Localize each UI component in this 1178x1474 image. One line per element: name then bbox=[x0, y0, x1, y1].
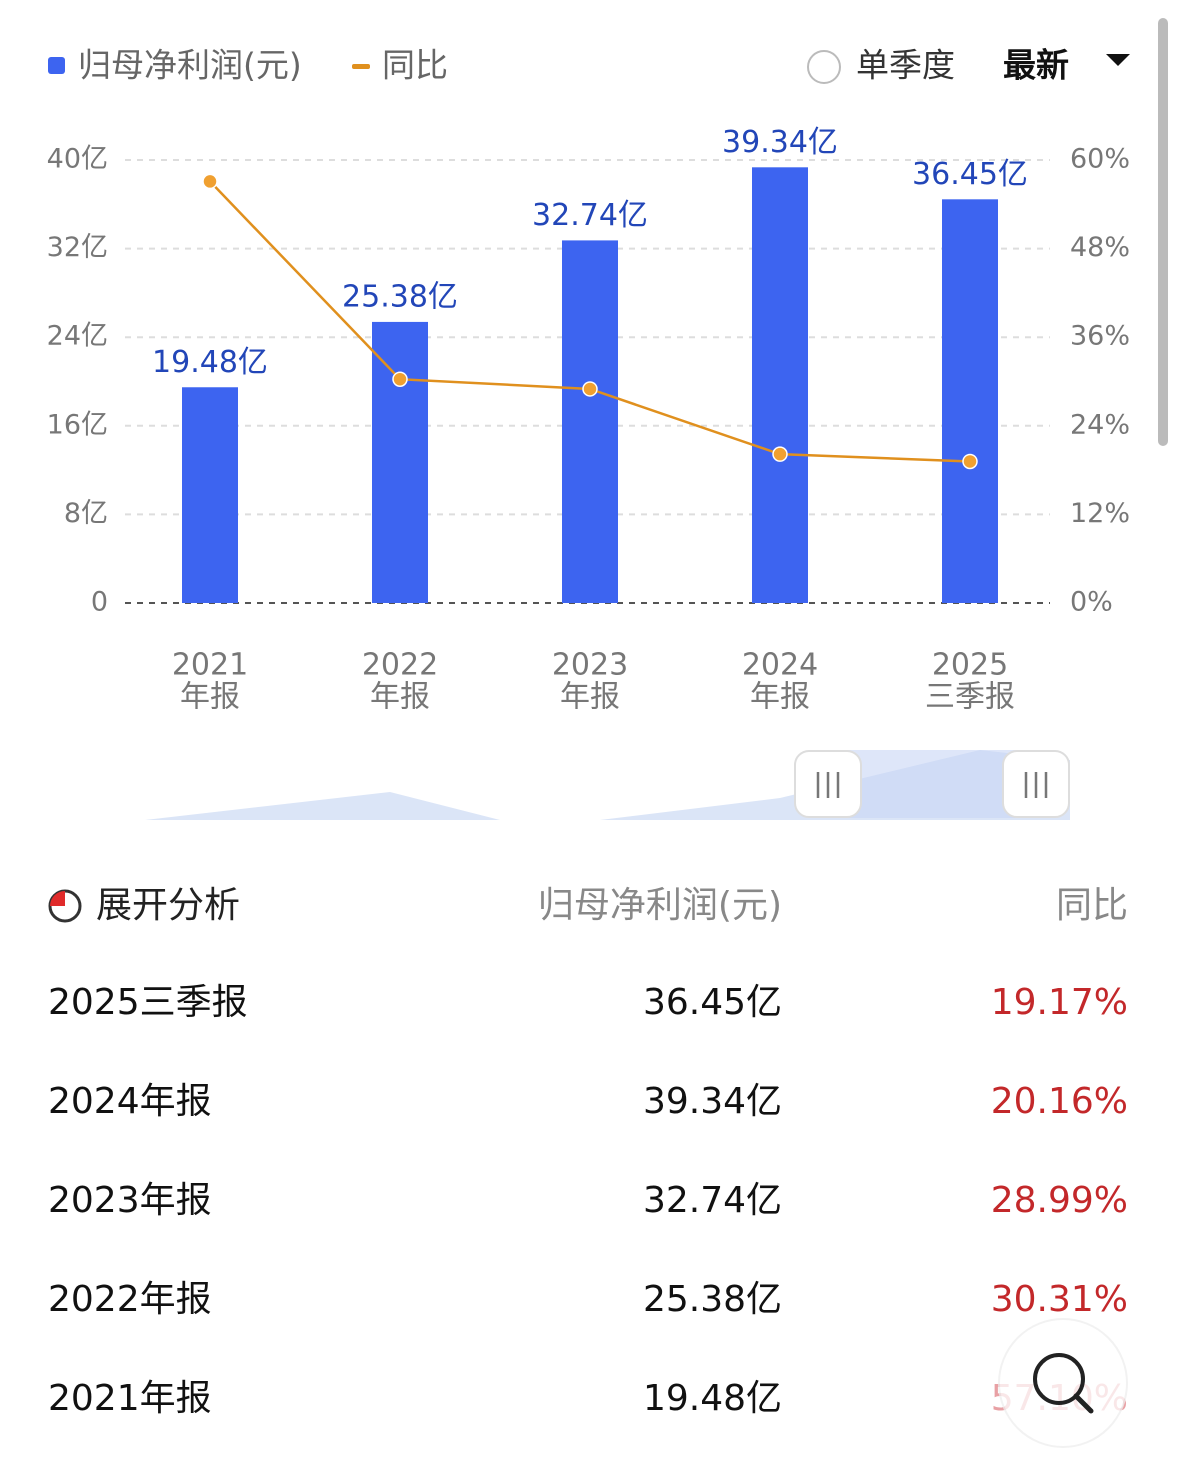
scrollbar bbox=[1158, 18, 1168, 446]
table-cell: 2021年报 bbox=[48, 1378, 212, 1419]
x-tick-label: 三季报 bbox=[925, 680, 1015, 715]
expand-analysis[interactable]: 展开分析 bbox=[96, 885, 241, 926]
quarter-toggle[interactable]: 单季度 bbox=[856, 46, 955, 85]
legend-swatch bbox=[48, 57, 65, 74]
handle-grip bbox=[816, 772, 840, 798]
y2-tick-label: 60% bbox=[1070, 144, 1130, 175]
line-point bbox=[772, 446, 788, 462]
y-tick-label: 24亿 bbox=[47, 321, 108, 352]
line-point bbox=[392, 371, 408, 387]
analysis-icon[interactable] bbox=[47, 888, 83, 924]
table-cell: 2024年报 bbox=[48, 1081, 212, 1122]
table-cell: 30.31% bbox=[990, 1279, 1128, 1320]
x-tick-label: 2024 bbox=[742, 648, 818, 683]
data-label: 19.48亿 bbox=[152, 345, 268, 380]
table-header: 展开分析 归母净利润(元) 同比 bbox=[48, 876, 1128, 936]
table-cell: 39.34亿 bbox=[642, 1081, 782, 1122]
header-cell: 归母净利润(元) bbox=[537, 885, 782, 926]
bar bbox=[562, 240, 618, 604]
table-cell: 36.45亿 bbox=[642, 982, 782, 1023]
line-point bbox=[202, 173, 218, 190]
sort-select[interactable]: 最新 bbox=[1003, 46, 1069, 85]
slider-preview bbox=[145, 792, 500, 820]
radio[interactable] bbox=[807, 50, 841, 84]
y-tick-label: 32亿 bbox=[47, 232, 108, 263]
x-tick-label: 年报 bbox=[560, 680, 620, 715]
x-tick-label: 年报 bbox=[180, 680, 240, 715]
x-tick-label: 年报 bbox=[750, 680, 810, 715]
dropdown-arrow[interactable] bbox=[1106, 54, 1130, 66]
table-row[interactable]: 2022年报 25.38亿 30.31% bbox=[48, 1270, 1128, 1330]
bar bbox=[752, 167, 808, 603]
x-tick-label: 年报 bbox=[370, 680, 430, 715]
y2-tick-label: 24% bbox=[1070, 409, 1130, 440]
data-label: 25.38亿 bbox=[342, 279, 458, 314]
table-cell: 28.99% bbox=[990, 1180, 1128, 1221]
y-tick-label: 8亿 bbox=[64, 498, 108, 529]
data-label: 39.34亿 bbox=[722, 125, 838, 160]
x-tick-label: 2021 bbox=[172, 648, 248, 683]
table-cell: 2022年报 bbox=[48, 1279, 212, 1320]
x-tick-label: 2025 bbox=[932, 648, 1008, 683]
table-row[interactable]: 2024年报 39.34亿 20.16% bbox=[48, 1072, 1128, 1132]
table-cell: 20.16% bbox=[990, 1081, 1128, 1122]
table-cell: 32.74亿 bbox=[642, 1180, 782, 1221]
table-row[interactable]: 2023年报 32.74亿 28.99% bbox=[48, 1171, 1128, 1231]
slider-window bbox=[828, 750, 1036, 818]
y-tick-label: 40亿 bbox=[47, 144, 108, 175]
y2-tick-label: 36% bbox=[1070, 321, 1130, 352]
chart: 归母净利润(元) 同比 单季度 最新 0 8亿 16亿 24亿 32亿 40亿 0% 12% 2… bbox=[47, 18, 1168, 820]
x-tick-label: 2023 bbox=[552, 648, 628, 683]
search-button[interactable] bbox=[995, 1315, 1135, 1455]
table-cell: 2025三季报 bbox=[48, 982, 248, 1023]
legend-label[interactable]: 归母净利润(元) bbox=[78, 46, 302, 85]
handle-grip bbox=[1024, 772, 1048, 798]
data-label: 36.45亿 bbox=[912, 157, 1028, 192]
table-cell: 25.38亿 bbox=[642, 1279, 782, 1320]
y2-tick-label: 48% bbox=[1070, 232, 1130, 263]
legend-swatch bbox=[352, 64, 370, 69]
legend-label[interactable]: 同比 bbox=[382, 46, 448, 85]
line-point bbox=[582, 381, 598, 397]
table-cell: 2023年报 bbox=[48, 1180, 212, 1221]
table-row[interactable]: 2025三季报 36.45亿 19.17% bbox=[48, 973, 1128, 1033]
y2-tick-label: 0% bbox=[1070, 587, 1113, 618]
table-cell: 19.48亿 bbox=[642, 1378, 782, 1419]
data-label: 32.74亿 bbox=[532, 198, 648, 233]
bar bbox=[942, 199, 998, 603]
y-tick-label: 16亿 bbox=[47, 409, 108, 440]
line-point bbox=[962, 453, 978, 470]
x-tick-label: 2022 bbox=[362, 648, 438, 683]
bar bbox=[372, 321, 428, 603]
y2-tick-label: 12% bbox=[1070, 498, 1130, 529]
y-tick-label: 0 bbox=[91, 587, 108, 618]
table-cell: 19.17% bbox=[990, 982, 1128, 1023]
header-cell: 同比 bbox=[1055, 885, 1128, 926]
bar bbox=[182, 387, 238, 603]
